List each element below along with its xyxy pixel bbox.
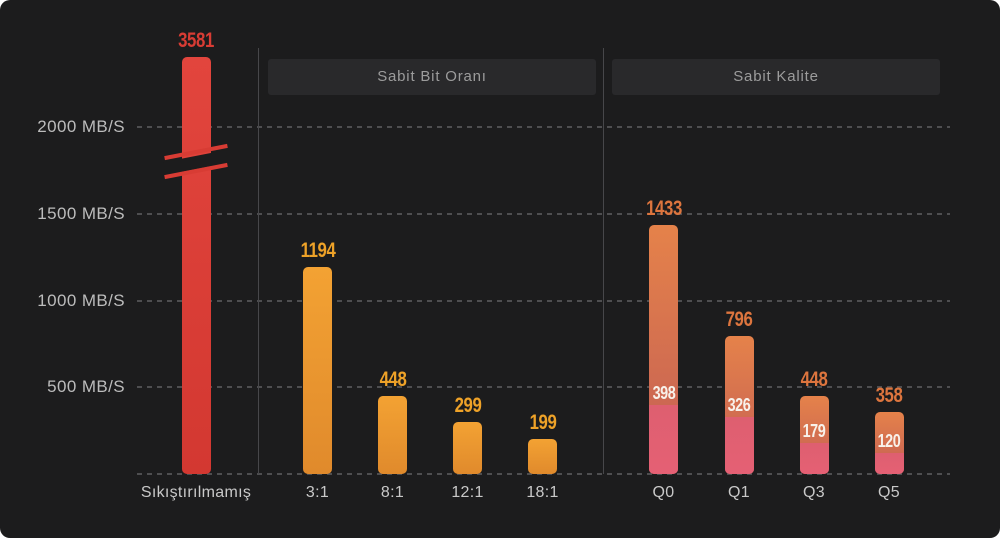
bar-value-Q5: 358 [875, 383, 903, 407]
x-tick-label-Q5: Q5 [878, 484, 900, 501]
y-tick-label: 2000 MB/S [37, 117, 125, 136]
bar-segment-Q3-sub [799, 442, 829, 474]
group-separator-left [258, 48, 259, 474]
bar-3:1 [303, 266, 332, 474]
gridline-2000 [137, 126, 950, 128]
bar-Q1 [724, 335, 754, 474]
bar-sub-value-Q0: 398 [652, 382, 675, 403]
bar-segment-Q1-sub [724, 417, 754, 474]
bar-Q3 [799, 396, 829, 474]
bar-value-Q0: 1433 [645, 197, 682, 221]
section-header-sabit-kalite: Sabit Kalite [612, 59, 940, 95]
section-header-sabit-bit-orani: Sabit Bit Oranı [268, 59, 596, 95]
y-tick-label: 500 MB/S [47, 377, 125, 397]
baseline [137, 473, 950, 475]
gridline-1000 [137, 299, 950, 302]
group-separator-right [603, 48, 604, 474]
bar-Q0 [649, 225, 678, 474]
gridline-1500 [137, 212, 950, 215]
bar-value-8:1: 448 [379, 368, 406, 392]
bar-8:1 [378, 396, 407, 474]
bar-sub-value-Q1: 326 [727, 395, 751, 416]
x-tick-label-8:1: 8:1 [380, 484, 405, 501]
bar-value-Q3: 448 [800, 368, 828, 392]
x-tick-label-3:1: 3:1 [305, 484, 330, 501]
y-tick-label: 1500 MB/S [37, 203, 125, 223]
x-tick-label-Q3: Q3 [803, 484, 825, 501]
bar-segment-Q5-sub [874, 453, 904, 474]
x-tick-label-18:1: 18:1 [526, 484, 559, 501]
bar-18:1 [528, 439, 557, 474]
bar-sub-value-Q5: 120 [877, 431, 901, 452]
x-tick-label-12:1: 12:1 [451, 484, 484, 501]
x-tick-label-Sıkıştırılmamış: Sıkıştırılmamış [140, 484, 252, 501]
bar-segment-Q0-sub [649, 404, 678, 474]
bar-Q5 [874, 411, 904, 474]
bar-Sıkıştırılmamış [181, 57, 211, 474]
bar-value-12:1: 299 [454, 394, 481, 418]
gridline-500 [137, 386, 950, 389]
bar-sub-value-Q3: 179 [802, 420, 826, 441]
x-tick-label-Q0: Q0 [652, 484, 675, 501]
bar-value-3:1: 1194 [300, 238, 335, 262]
bar-value-Q1: 796 [725, 307, 753, 331]
y-tick-label: 1000 MB/S [37, 290, 125, 310]
bar-value-18:1: 199 [529, 411, 556, 435]
bar-value-Sıkıştırılmamış: 3581 [178, 29, 214, 52]
x-tick-label-Q1: Q1 [728, 484, 750, 501]
bar-12:1 [453, 422, 482, 474]
